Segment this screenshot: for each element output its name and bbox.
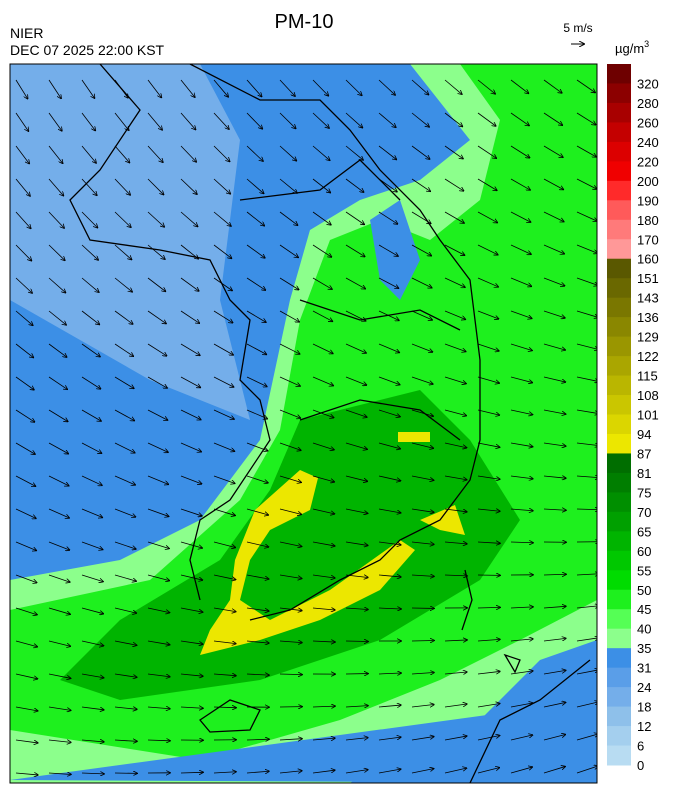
colorbar-cell bbox=[607, 259, 631, 279]
colorbar-label: 320 bbox=[637, 76, 659, 91]
colorbar-label: 60 bbox=[637, 544, 651, 559]
colorbar-label: 87 bbox=[637, 446, 651, 461]
colorbar-label: 31 bbox=[637, 661, 651, 676]
colorbar-label: 75 bbox=[637, 485, 651, 500]
colorbar-label: 240 bbox=[637, 135, 659, 150]
timestamp: DEC 07 2025 22:00 KST bbox=[10, 42, 165, 58]
unit-sup: 3 bbox=[644, 39, 649, 49]
colorbar-label: 94 bbox=[637, 427, 651, 442]
colorbar-cell bbox=[607, 181, 631, 201]
colorbar-label: 220 bbox=[637, 154, 659, 169]
unit-base: µg/m bbox=[615, 41, 644, 56]
colorbar-cell bbox=[607, 746, 631, 766]
colorbar-cell bbox=[607, 453, 631, 473]
colorbar-label: 136 bbox=[637, 310, 659, 325]
colorbar-cell bbox=[607, 434, 631, 454]
colorbar-cell bbox=[607, 376, 631, 396]
colorbar-cell bbox=[607, 687, 631, 707]
colorbar-label: 129 bbox=[637, 330, 659, 345]
colorbar-label: 280 bbox=[637, 96, 659, 111]
colorbar-label: 18 bbox=[637, 700, 651, 715]
colorbar-cell bbox=[607, 142, 631, 162]
map bbox=[10, 64, 599, 783]
colorbar-cell bbox=[607, 317, 631, 337]
colorbar-cell bbox=[607, 298, 631, 318]
colorbar-label: 108 bbox=[637, 388, 659, 403]
colorbar-label: 55 bbox=[637, 563, 651, 578]
colorbar-cell bbox=[607, 239, 631, 259]
colorbar-cell bbox=[607, 395, 631, 415]
colorbar-cell bbox=[607, 200, 631, 220]
colorbar-cell bbox=[607, 83, 631, 103]
colorbar-label: 50 bbox=[637, 583, 651, 598]
colorbar-cell bbox=[607, 473, 631, 493]
colorbar-label: 143 bbox=[637, 291, 659, 306]
colorbar-cell bbox=[607, 337, 631, 357]
colorbar-cell bbox=[607, 492, 631, 512]
colorbar-cell bbox=[607, 415, 631, 435]
colorbar-cell bbox=[607, 512, 631, 532]
colorbar: 3202802602402202001901801701601511431361… bbox=[607, 64, 659, 773]
colorbar-cell bbox=[607, 551, 631, 571]
colorbar-label: 24 bbox=[637, 680, 651, 695]
colorbar-label: 70 bbox=[637, 505, 651, 520]
colorbar-cell bbox=[607, 570, 631, 590]
agency: NIER bbox=[10, 25, 43, 41]
colorbar-cell bbox=[607, 590, 631, 610]
colorbar-cell bbox=[607, 531, 631, 551]
colorbar-label: 35 bbox=[637, 641, 651, 656]
colorbar-cell bbox=[607, 726, 631, 746]
colorbar-cell bbox=[607, 609, 631, 629]
colorbar-label: 12 bbox=[637, 719, 651, 734]
colorbar-cell bbox=[607, 161, 631, 181]
colorbar-label: 180 bbox=[637, 213, 659, 228]
colorbar-cell bbox=[607, 668, 631, 688]
colorbar-label: 45 bbox=[637, 602, 651, 617]
colorbar-label: 65 bbox=[637, 524, 651, 539]
colorbar-label: 101 bbox=[637, 408, 659, 423]
colorbar-label: 115 bbox=[637, 369, 658, 384]
colorbar-cell bbox=[607, 707, 631, 727]
colorbar-cell bbox=[607, 64, 631, 84]
wind-scale: 5 m/s bbox=[563, 21, 592, 35]
colorbar-cell bbox=[607, 220, 631, 240]
title: PM-10 bbox=[275, 11, 334, 33]
unit: µg/m3 bbox=[615, 39, 649, 56]
colorbar-label: 6 bbox=[637, 739, 644, 754]
colorbar-cell bbox=[607, 103, 631, 123]
colorbar-cell bbox=[607, 122, 631, 142]
colorbar-label: 160 bbox=[637, 252, 659, 267]
wind-arrow bbox=[412, 640, 434, 641]
colorbar-label: 151 bbox=[637, 271, 659, 286]
colorbar-cell bbox=[607, 629, 631, 649]
colorbar-cell bbox=[607, 648, 631, 668]
colorbar-label: 40 bbox=[637, 622, 651, 637]
colorbar-label: 260 bbox=[637, 115, 659, 130]
colorbar-label: 0 bbox=[637, 758, 644, 773]
wind-arrow bbox=[346, 641, 368, 642]
colorbar-label: 170 bbox=[637, 232, 659, 247]
colorbar-cell bbox=[607, 356, 631, 376]
colorbar-label: 200 bbox=[637, 174, 659, 189]
colorbar-label: 81 bbox=[637, 466, 651, 481]
colorbar-cell bbox=[607, 278, 631, 298]
colorbar-label: 122 bbox=[637, 349, 659, 364]
colorbar-label: 190 bbox=[637, 193, 659, 208]
